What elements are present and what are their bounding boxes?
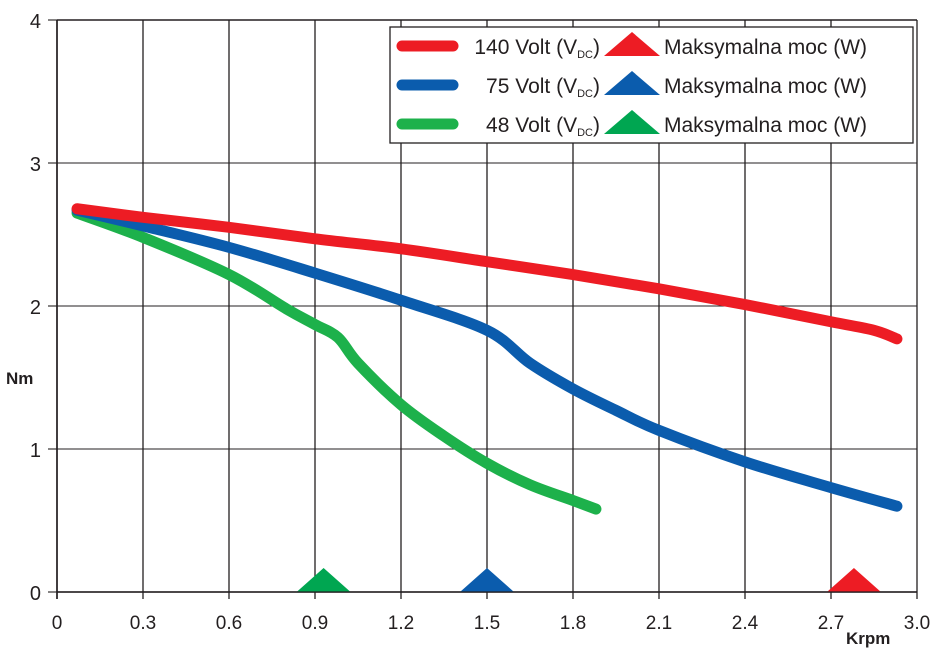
max-power-marker [826,568,881,592]
legend-item: 75 Volt (VDC) Maksymalna moc (W) [396,71,867,100]
y-tick-label: 4 [30,11,41,33]
y-axis-label: Nm [6,369,33,388]
legend-marker-swatch [604,32,660,56]
x-tick-label: 1.8 [560,613,586,634]
max-power-markers [57,568,917,593]
max-power-marker [460,568,514,592]
legend-marker-label: Maksymalna moc (W) [664,75,867,98]
legend: 140 Volt (VDC) Maksymalna moc (W)75 Volt … [389,26,914,144]
x-tick-label: 3.0 [904,613,930,634]
legend-item: 140 Volt (VDC) Maksymalna moc (W) [396,32,867,61]
y-tick-label: 0 [30,583,41,605]
x-tick-label: 0 [52,613,63,634]
x-tick-label: 1.2 [388,613,414,634]
y-tick-label: 1 [30,440,41,462]
legend-series-label: 140 Volt (VDC) [474,36,600,61]
x-tick-label: 2.7 [818,613,844,634]
axes [48,19,918,599]
x-tick-label: 0.3 [130,613,156,634]
legend-marker-swatch [604,110,660,134]
x-tick-label: 2.4 [732,613,759,634]
series-line-48v [71,207,602,515]
x-tick-label: 0.6 [216,613,242,634]
x-tick-label: 2.1 [646,613,672,634]
legend-series-label: 48 Volt (VDC) [486,114,600,139]
x-tick-label: 1.5 [474,613,500,634]
x-tick-label: 0.9 [302,613,328,634]
legend-item: 48 Volt (VDC) Maksymalna moc (W) [396,110,867,139]
max-power-marker [296,568,351,592]
legend-marker-label: Maksymalna moc (W) [664,36,867,59]
x-axis-label: Krpm [846,629,890,648]
series-line-140v [71,203,903,345]
y-tick-labels: 0 1 2 3 4 [30,11,41,605]
y-tick-label: 2 [30,297,41,319]
series-lines [71,203,903,515]
legend-marker-swatch [604,71,660,95]
x-tick-labels: 0 0.3 0.6 0.9 1.2 1.5 1.8 2.1 2.4 2.7 3.0 [52,613,931,634]
legend-marker-label: Maksymalna moc (W) [664,114,867,137]
y-tick-label: 3 [30,154,41,176]
legend-box [389,26,914,144]
legend-series-label: 75 Volt (VDC) [486,75,600,100]
series-line-75v [71,204,903,512]
